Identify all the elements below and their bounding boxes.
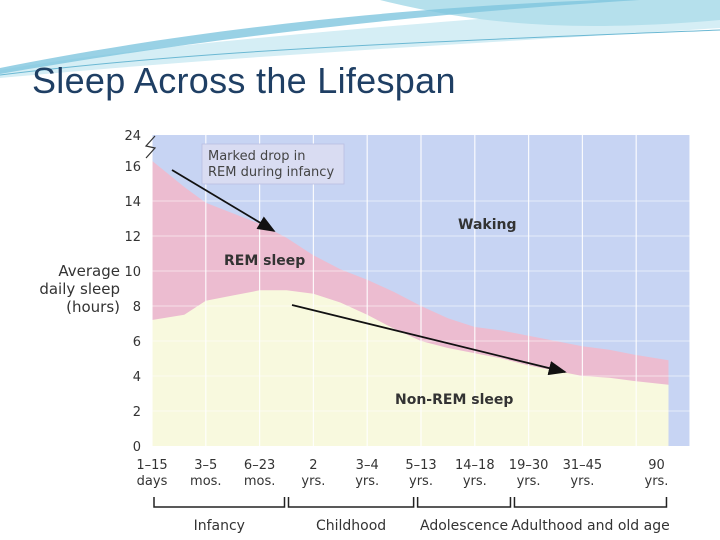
y-tick-label: 6	[133, 335, 141, 350]
slide-title: Sleep Across the Lifespan	[32, 60, 456, 101]
x-tick-label: 14–18	[455, 458, 495, 473]
x-tick-label: days	[137, 474, 168, 489]
banner-line	[0, 29, 720, 76]
x-tick-label: yrs.	[301, 474, 325, 489]
banner-swoosh-mid	[380, 0, 720, 27]
group-label: Childhood	[316, 518, 386, 534]
sleep-chart: 0246810121416241–15days3–5mos.6–23mos.2y…	[124, 129, 691, 534]
group-bracket	[513, 497, 668, 508]
x-tick-label: mos.	[190, 474, 222, 489]
waking-label: Waking	[458, 217, 517, 233]
x-tick-label: 3–4	[356, 458, 379, 473]
y-tick-label: 14	[124, 195, 141, 210]
non-rem-sleep-area	[152, 290, 669, 446]
y-tick-label: 2	[133, 405, 141, 420]
x-tick-label: 6–23	[244, 458, 275, 473]
x-tick-label: 31–45	[563, 458, 603, 473]
rem-sleep-label: REM sleep	[224, 253, 305, 269]
x-tick-label: mos.	[244, 474, 276, 489]
x-tick-label: 1–15	[136, 458, 167, 473]
y-axis-label-line: (hours)	[66, 298, 120, 316]
y-tick-label: 24	[124, 129, 141, 144]
group-bracket	[416, 497, 512, 508]
chart-figure: Average daily sleep (hours) 0 2 4 6 8 10 12 14 1…	[0, 118, 720, 540]
non-rem-trend-arrow	[291, 304, 567, 376]
x-tick-label: yrs.	[463, 474, 487, 489]
y-tick-label: 4	[133, 370, 141, 385]
x-tick-label: yrs.	[570, 474, 594, 489]
group-bracket	[153, 497, 286, 508]
x-tick-label: 3–5	[194, 458, 217, 473]
y-tick-label: 16	[124, 160, 141, 175]
annotation-text: REM during infancy	[208, 165, 334, 180]
group-bracket	[287, 497, 415, 508]
group-label: Adulthood and old age	[511, 518, 669, 534]
group-label: Infancy	[194, 518, 245, 534]
y-axis-label-line: Average	[58, 262, 120, 280]
x-tick-label: 5–13	[405, 458, 436, 473]
y-axis-label-line: daily sleep	[39, 280, 120, 298]
y-tick-label: 8	[133, 300, 141, 315]
y-tick-label: 10	[124, 265, 141, 280]
y-tick-label: 0	[133, 440, 141, 455]
x-tick-label: yrs.	[355, 474, 379, 489]
x-tick-label: yrs.	[517, 474, 541, 489]
y-axis-label: Average daily sleep (hours)	[20, 262, 120, 316]
non-rem-sleep-label: Non-REM sleep	[395, 392, 513, 408]
axis-break-mark	[144, 135, 157, 159]
rem-drop-arrow	[171, 169, 276, 232]
x-tick-label: 90	[648, 458, 665, 473]
annotation-text: Marked drop in	[208, 149, 305, 164]
y-tick-label: 12	[124, 230, 141, 245]
decorative-banner	[0, 0, 720, 78]
x-tick-label: yrs.	[409, 474, 433, 489]
x-tick-label: 2	[309, 458, 317, 473]
annotation-box	[201, 143, 345, 185]
x-tick-label: 19–30	[509, 458, 549, 473]
group-label: Adolescence	[420, 518, 508, 534]
x-tick-label: yrs.	[645, 474, 669, 489]
